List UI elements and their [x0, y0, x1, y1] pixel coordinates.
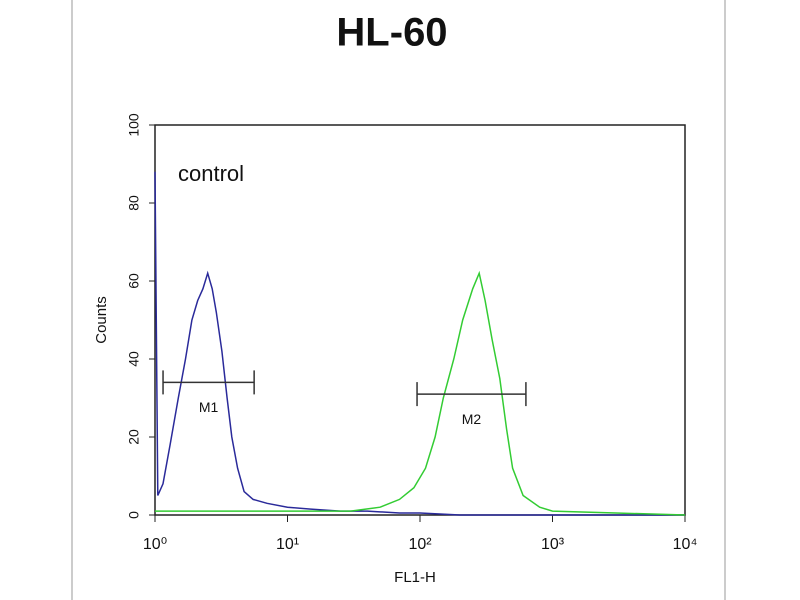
y-tick-label: 100 [126, 113, 142, 137]
chart-title: HL-60 [336, 11, 447, 55]
x-tick-label: 10⁰ [143, 536, 167, 553]
annotation: control [178, 161, 244, 186]
x-axis-label: FL1-H [394, 569, 436, 586]
y-tick-label: 60 [126, 273, 142, 289]
x-tick-label: 10² [408, 536, 432, 553]
y-tick-label: 40 [126, 351, 142, 367]
y-axis-label: Counts [93, 296, 110, 344]
marker-label: M1 [199, 399, 219, 415]
histogram-line [155, 270, 686, 516]
marker-label: M2 [462, 411, 482, 427]
x-tick-label: 10³ [541, 536, 565, 553]
histogram-line [154, 171, 685, 516]
x-tick-label: 10⁴ [673, 536, 698, 553]
x-tick-label: 10¹ [276, 536, 299, 553]
y-tick-label: 80 [126, 195, 142, 211]
y-tick-label: 20 [126, 429, 142, 445]
y-tick-label: 0 [126, 511, 142, 519]
